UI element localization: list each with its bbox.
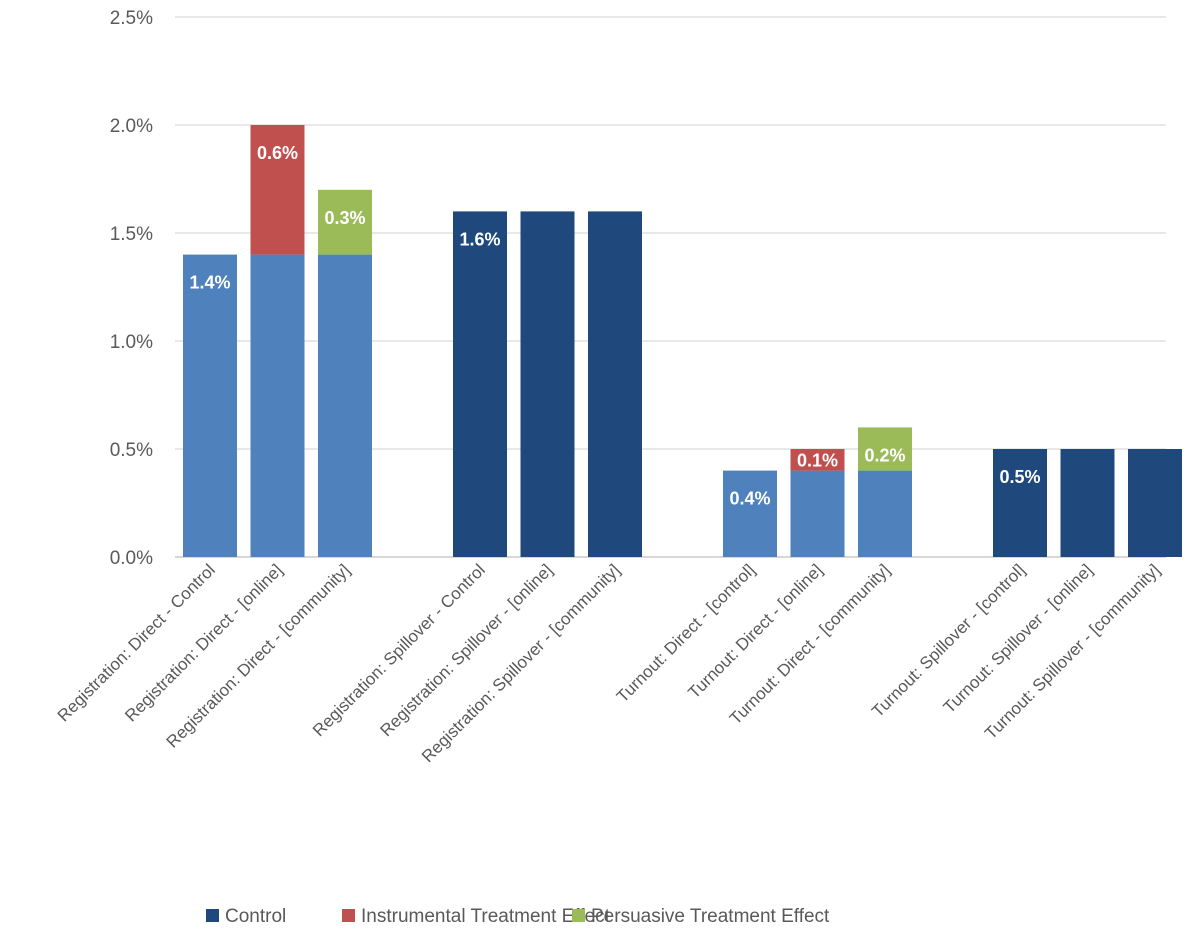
bar-segment xyxy=(183,254,237,557)
bars xyxy=(183,125,1182,557)
legend-swatch xyxy=(342,909,355,922)
legend-swatch xyxy=(206,909,219,922)
bar-segment xyxy=(520,211,575,557)
bar-segment xyxy=(858,427,912,471)
y-tick-label: 1.5% xyxy=(110,224,153,245)
data-label: 0.3% xyxy=(324,208,365,228)
bar-segment xyxy=(318,189,372,255)
bar-segment xyxy=(318,254,372,557)
bar-segment xyxy=(993,449,1047,557)
data-label: 1.6% xyxy=(459,229,500,249)
data-label: 0.2% xyxy=(864,445,905,465)
bar-segment xyxy=(790,470,845,557)
y-axis-tick-labels: 0.0% 0.5% 1.0% 1.5% 2.0% 2.5% xyxy=(110,8,153,569)
bar-segment xyxy=(588,211,642,557)
legend-label: Control xyxy=(225,906,286,927)
data-label: 1.4% xyxy=(189,273,230,293)
legend: Control Instrumental Treatment EffectPers… xyxy=(206,906,830,927)
x-category-label: Turnout: Direct - [control] xyxy=(613,560,759,706)
x-axis-category-labels: Registration: Direct - ControlRegistrati… xyxy=(54,560,1164,766)
bar-segment xyxy=(1060,449,1115,557)
bar-segment xyxy=(250,125,305,255)
y-tick-label: 1.0% xyxy=(110,332,153,353)
bar-segment xyxy=(1128,449,1182,557)
bar-segment xyxy=(790,449,845,471)
y-tick-label: 0.5% xyxy=(110,440,153,461)
data-label: 0.4% xyxy=(729,489,770,509)
bar-segment xyxy=(723,470,777,557)
legend-label: Instrumental Treatment Effect xyxy=(361,906,611,927)
bar-segment xyxy=(453,211,507,557)
legend-swatch xyxy=(572,909,585,922)
bar-segment xyxy=(858,470,912,557)
data-label: 0.1% xyxy=(797,450,838,470)
legend-label: Persuasive Treatment Effect xyxy=(591,906,830,927)
bar-segment xyxy=(250,254,305,557)
data-label: 0.5% xyxy=(999,467,1040,487)
y-tick-label: 2.0% xyxy=(110,116,153,137)
data-labels: 1.4% 0.6% 0.3% 1.6% 0.4% 0.1% 0.2% 0.5% xyxy=(189,143,1040,509)
data-label: 0.6% xyxy=(257,143,298,163)
x-category-label: Turnout: Direct - [online] xyxy=(684,560,826,702)
y-tick-label: 2.5% xyxy=(110,8,153,29)
y-tick-label: 0.0% xyxy=(110,548,153,569)
